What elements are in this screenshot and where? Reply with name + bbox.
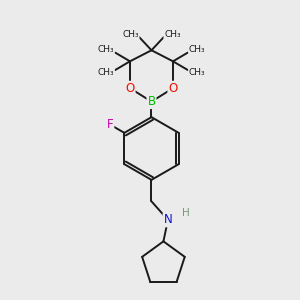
Text: F: F xyxy=(107,118,113,131)
Text: CH₃: CH₃ xyxy=(98,45,114,54)
Text: O: O xyxy=(125,82,135,95)
Text: H: H xyxy=(182,208,190,218)
Text: CH₃: CH₃ xyxy=(189,45,206,54)
Text: CH₃: CH₃ xyxy=(122,30,139,39)
Text: B: B xyxy=(147,95,156,108)
Text: CH₃: CH₃ xyxy=(98,68,114,77)
Text: O: O xyxy=(168,82,178,95)
Text: N: N xyxy=(164,213,172,226)
Text: CH₃: CH₃ xyxy=(189,68,206,77)
Text: CH₃: CH₃ xyxy=(164,30,181,39)
